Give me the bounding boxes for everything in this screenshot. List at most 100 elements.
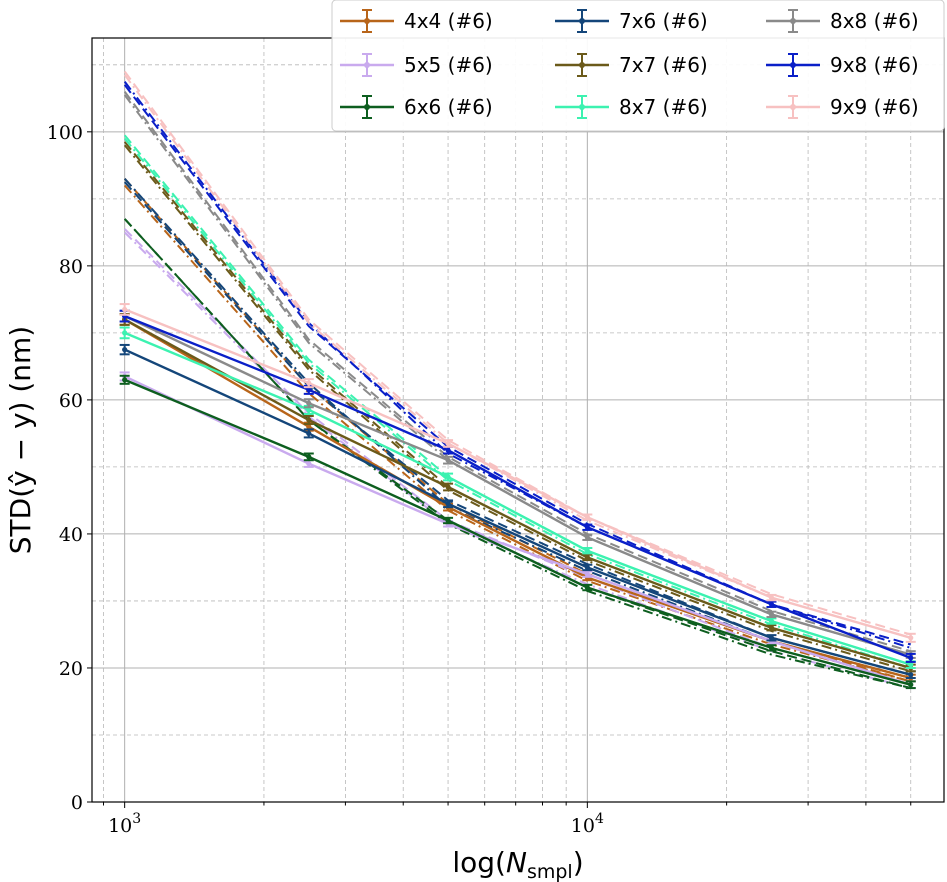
series-dashdot-line — [123, 144, 911, 673]
y-tick-label: 40 — [59, 524, 83, 546]
series-solid-7x6 — [119, 343, 916, 680]
data-point — [908, 682, 914, 688]
data-point — [122, 377, 128, 383]
data-point — [306, 380, 312, 386]
series-dashed-line — [123, 70, 911, 636]
series-9x8 — [123, 80, 911, 649]
legend-label: 5x5 (#6) — [404, 53, 493, 77]
data-point — [768, 601, 775, 607]
series-dashed-line — [123, 91, 911, 653]
data-point — [306, 454, 312, 460]
y-tick-label: 100 — [47, 122, 83, 144]
series-solid-line — [124, 348, 912, 676]
y-tick-label: 0 — [71, 792, 83, 814]
legend-item: 7x6 (#6) — [555, 9, 708, 33]
legend-marker — [364, 62, 370, 68]
data-point — [908, 672, 914, 678]
data-point — [908, 662, 914, 668]
data-point — [122, 306, 128, 313]
legend-item: 8x8 (#6) — [766, 9, 919, 33]
legend-marker — [364, 104, 370, 110]
series-8x8 — [123, 91, 911, 656]
y-axis-label: STD(ŷ − y) (nm) — [4, 326, 37, 554]
data-point — [445, 447, 451, 453]
legend-marker — [579, 104, 585, 110]
data-point — [445, 501, 451, 507]
y-tick-label: 80 — [59, 256, 83, 278]
legend-marker — [364, 18, 370, 24]
series-solid-6x6 — [119, 374, 916, 690]
data-point — [768, 645, 775, 651]
data-point — [306, 460, 312, 467]
x-tick-label: 104 — [571, 811, 604, 837]
data-point — [584, 564, 590, 571]
series-solid-9x9 — [119, 303, 916, 643]
series-7x7 — [123, 141, 911, 673]
legend: 4x4 (#6) 5x5 (#6) 6x6 (#6) 7x6 (#6) 7x7 (#6)… — [331, 0, 945, 132]
x-tick-label: 103 — [108, 811, 141, 837]
series-layer — [119, 70, 916, 690]
y-tick-label: 60 — [59, 390, 83, 412]
data-point — [584, 534, 590, 540]
legend-label: 8x8 (#6) — [830, 9, 919, 33]
series-dashdot-line — [123, 184, 911, 683]
data-point — [445, 457, 451, 463]
legend-label: 9x9 (#6) — [830, 95, 919, 119]
legend-marker — [790, 62, 796, 68]
ticks: 0 20 40 60 80 100 103 104 — [47, 122, 912, 837]
legend-item: 4x4 (#6) — [340, 9, 493, 33]
series-dashed-line — [123, 84, 911, 646]
series-solid-line — [124, 378, 912, 686]
series-solid-line — [124, 331, 912, 666]
legend-item: 6x6 (#6) — [340, 95, 493, 119]
series-8x7 — [123, 134, 911, 669]
data-point — [306, 400, 312, 406]
data-point — [584, 514, 590, 520]
y-tick-label: 20 — [59, 658, 83, 680]
series-solid-line — [124, 314, 912, 660]
legend-marker — [579, 62, 585, 68]
legend-item: 5x5 (#6) — [340, 53, 493, 77]
data-point — [122, 347, 128, 353]
series-solid-line — [124, 308, 912, 639]
series-solid-line — [124, 375, 912, 686]
series-solid-line — [124, 315, 912, 656]
legend-marker — [790, 18, 796, 24]
series-dashed-line — [123, 141, 911, 669]
series-5x5 — [123, 228, 911, 690]
series-9x9 — [123, 70, 911, 639]
series-dashdot-line — [123, 137, 911, 669]
data-point — [445, 474, 451, 480]
data-point — [122, 330, 128, 336]
data-point — [768, 611, 775, 617]
legend-marker — [790, 104, 796, 110]
data-point — [584, 584, 590, 591]
legend-marker — [579, 18, 585, 24]
legend-item: 8x7 (#6) — [555, 95, 708, 119]
data-point — [584, 554, 590, 560]
data-point — [445, 484, 451, 490]
data-point — [306, 407, 312, 413]
data-point — [445, 517, 451, 524]
data-point — [768, 618, 775, 624]
legend-label: 6x6 (#6) — [404, 95, 493, 119]
series-dashed-line — [123, 134, 911, 666]
series-solid-9x8 — [119, 309, 916, 663]
series-dashdot-line — [123, 218, 911, 690]
data-point — [768, 625, 775, 631]
x-axis-label: log(Nsmpl) — [452, 846, 583, 882]
data-point — [908, 655, 914, 661]
data-point — [768, 594, 775, 601]
legend-item: 7x7 (#6) — [555, 53, 708, 77]
series-dashdot-line — [123, 94, 911, 656]
data-point — [584, 524, 590, 530]
legend-label: 7x7 (#6) — [619, 53, 708, 77]
data-point — [306, 430, 312, 437]
series-solid-8x7 — [119, 326, 916, 669]
data-point — [768, 635, 775, 641]
data-point — [584, 548, 590, 554]
data-point — [306, 387, 312, 393]
series-dashdot-line — [123, 80, 911, 649]
data-point — [908, 635, 914, 641]
